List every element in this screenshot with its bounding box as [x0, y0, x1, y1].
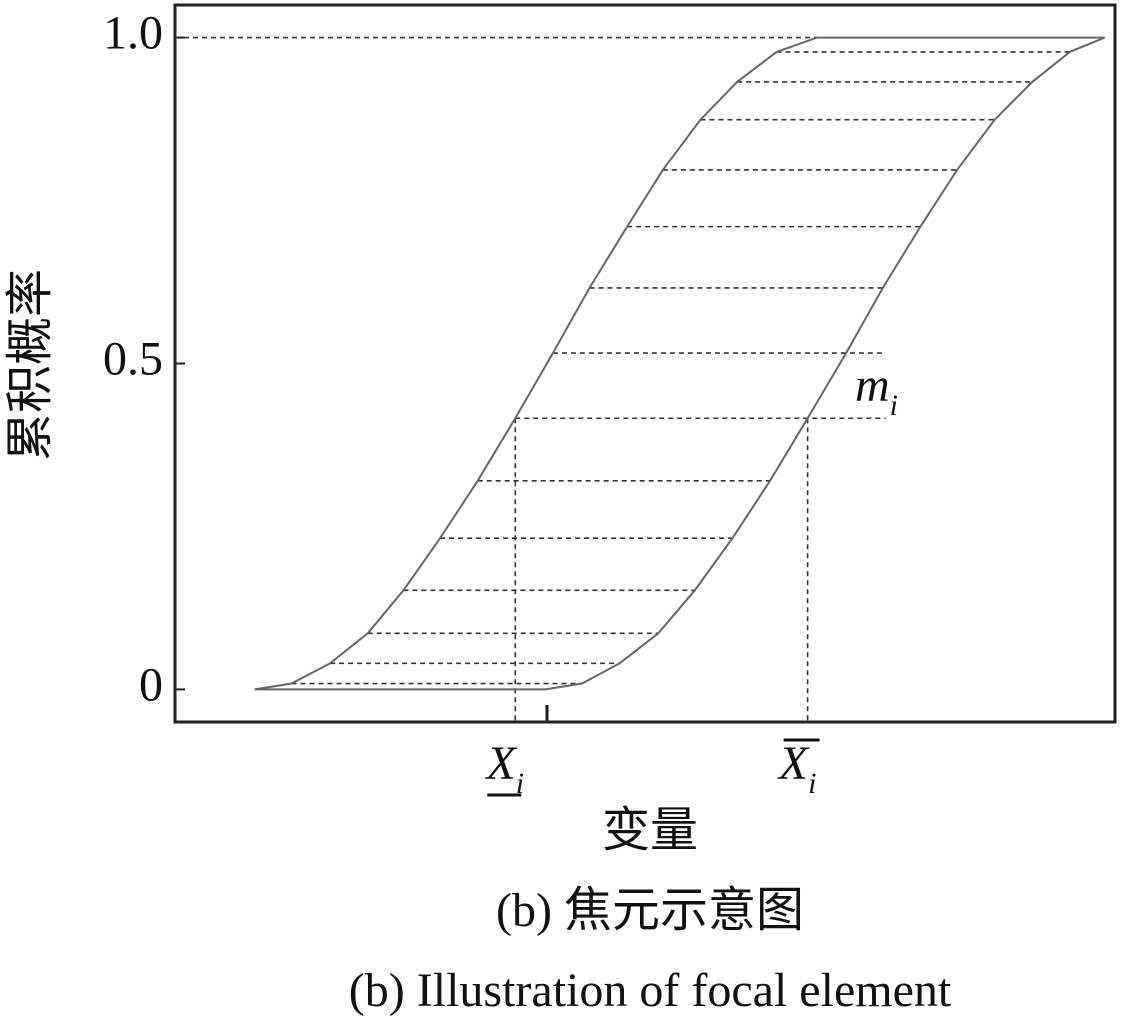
annotation-sub: i [890, 389, 898, 422]
caption: (b) 焦元示意图 [496, 884, 804, 937]
caption: (b) Illustration of focal element [349, 964, 952, 1017]
annotation-main: m [855, 359, 890, 412]
y-tick-label: 1.0 [103, 7, 163, 60]
y-tick-label: 0 [139, 658, 163, 711]
plot-frame [173, 3, 1117, 724]
y-axis-label: 累积概率 [4, 269, 57, 461]
bound-curve [254, 36, 1106, 691]
x-tick-label: Xi [777, 737, 817, 800]
x-axis-label: 变量 [602, 804, 698, 857]
x-tick-label-main: X [777, 737, 810, 790]
x-tick-label: Xi [484, 737, 524, 800]
bound-curve [254, 36, 1105, 691]
annotation: mi [855, 359, 898, 422]
x-tick-label-sub: i [808, 767, 816, 800]
x-tick-label-sub: i [516, 767, 524, 800]
y-tick-label: 0.5 [103, 333, 163, 386]
x-tick-label-main: X [484, 737, 517, 790]
